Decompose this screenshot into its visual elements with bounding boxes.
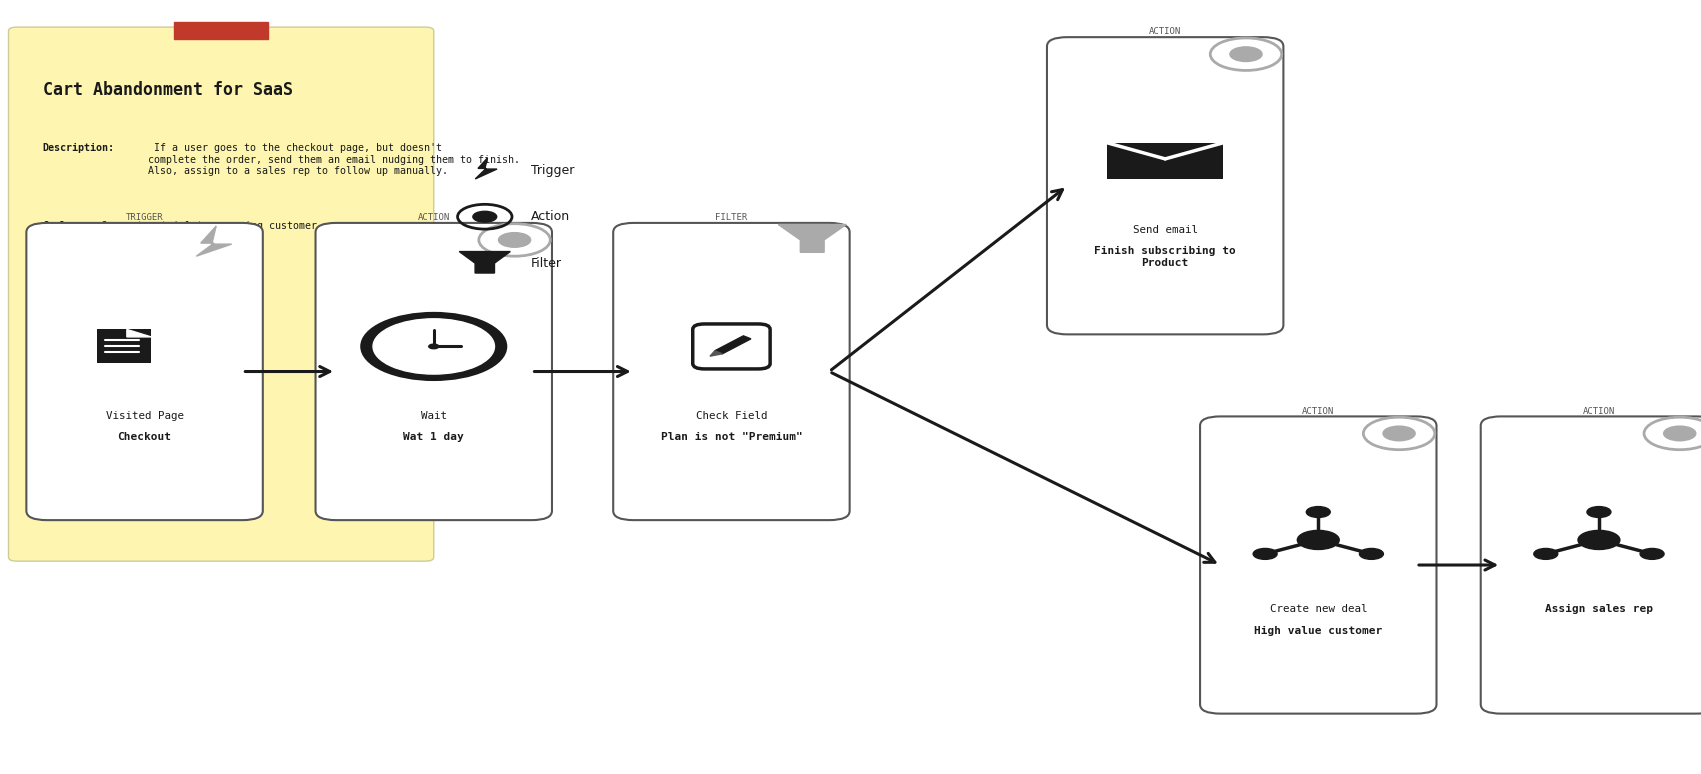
Circle shape <box>1359 549 1383 560</box>
Text: ACTION: ACTION <box>418 213 449 222</box>
Text: Wat 1 day: Wat 1 day <box>403 432 464 442</box>
Text: Filter: Filter <box>531 257 561 269</box>
Text: ACTION: ACTION <box>1303 406 1334 416</box>
FancyBboxPatch shape <box>27 223 264 520</box>
Text: Visited Page: Visited Page <box>105 410 184 420</box>
Circle shape <box>498 233 531 247</box>
Circle shape <box>373 319 495 374</box>
Circle shape <box>362 314 505 379</box>
Text: ACTION: ACTION <box>1584 406 1614 416</box>
Circle shape <box>1298 530 1339 550</box>
Circle shape <box>429 344 439 349</box>
Polygon shape <box>777 224 845 252</box>
Text: Cart Abandonment for SaaS: Cart Abandonment for SaaS <box>43 81 293 99</box>
Text: Goal:: Goal: <box>43 221 73 231</box>
Text: Plan is not "Premium": Plan is not "Premium" <box>660 432 803 442</box>
Text: Convert a trial to a paying customer.: Convert a trial to a paying customer. <box>95 221 323 231</box>
Text: FILTER: FILTER <box>716 213 747 222</box>
Polygon shape <box>128 330 151 337</box>
Text: Trigger: Trigger <box>531 164 573 176</box>
Text: Assign sales rep: Assign sales rep <box>1545 604 1653 614</box>
Text: Check Field: Check Field <box>696 410 767 420</box>
Text: High value customer: High value customer <box>1254 625 1383 635</box>
Text: Send email: Send email <box>1133 224 1198 235</box>
Text: TRIGGER: TRIGGER <box>126 213 163 222</box>
FancyBboxPatch shape <box>97 330 151 364</box>
FancyBboxPatch shape <box>9 27 434 561</box>
Circle shape <box>473 211 497 222</box>
Circle shape <box>1579 530 1619 550</box>
Circle shape <box>1534 549 1558 560</box>
Text: Finish subscribing to
Product: Finish subscribing to Product <box>1094 246 1237 268</box>
Circle shape <box>1383 426 1415 440</box>
Circle shape <box>1306 506 1330 518</box>
FancyBboxPatch shape <box>315 223 551 520</box>
FancyBboxPatch shape <box>1201 416 1436 714</box>
Text: Description:: Description: <box>43 143 114 153</box>
FancyBboxPatch shape <box>1480 416 1701 714</box>
Text: Wait: Wait <box>420 410 447 420</box>
Circle shape <box>1640 549 1664 560</box>
FancyBboxPatch shape <box>1048 37 1284 334</box>
Circle shape <box>1664 426 1696 440</box>
Text: Checkout: Checkout <box>117 432 172 442</box>
Text: Action: Action <box>531 211 570 223</box>
Text: Tools:: Tools: <box>43 321 78 331</box>
Polygon shape <box>714 336 750 354</box>
Text: Metrics:: Metrics: <box>43 271 90 281</box>
Text: Segment.com, CRM, Email.: Segment.com, CRM, Email. <box>102 321 252 331</box>
Text: ACTION: ACTION <box>1150 27 1180 36</box>
FancyBboxPatch shape <box>612 223 849 520</box>
Polygon shape <box>475 158 497 179</box>
Text: Create new deal: Create new deal <box>1269 604 1368 614</box>
Circle shape <box>1587 506 1611 518</box>
Text: If a user goes to the checkout page, but doesn't
complete the order, send them a: If a user goes to the checkout page, but… <box>148 143 521 176</box>
Text: Trial to paying CR.: Trial to paying CR. <box>133 271 253 281</box>
Polygon shape <box>196 226 231 256</box>
Polygon shape <box>709 351 723 356</box>
Bar <box>175 22 269 39</box>
FancyBboxPatch shape <box>1107 142 1223 179</box>
Circle shape <box>1230 47 1262 61</box>
Polygon shape <box>459 252 510 273</box>
Circle shape <box>1254 549 1277 560</box>
